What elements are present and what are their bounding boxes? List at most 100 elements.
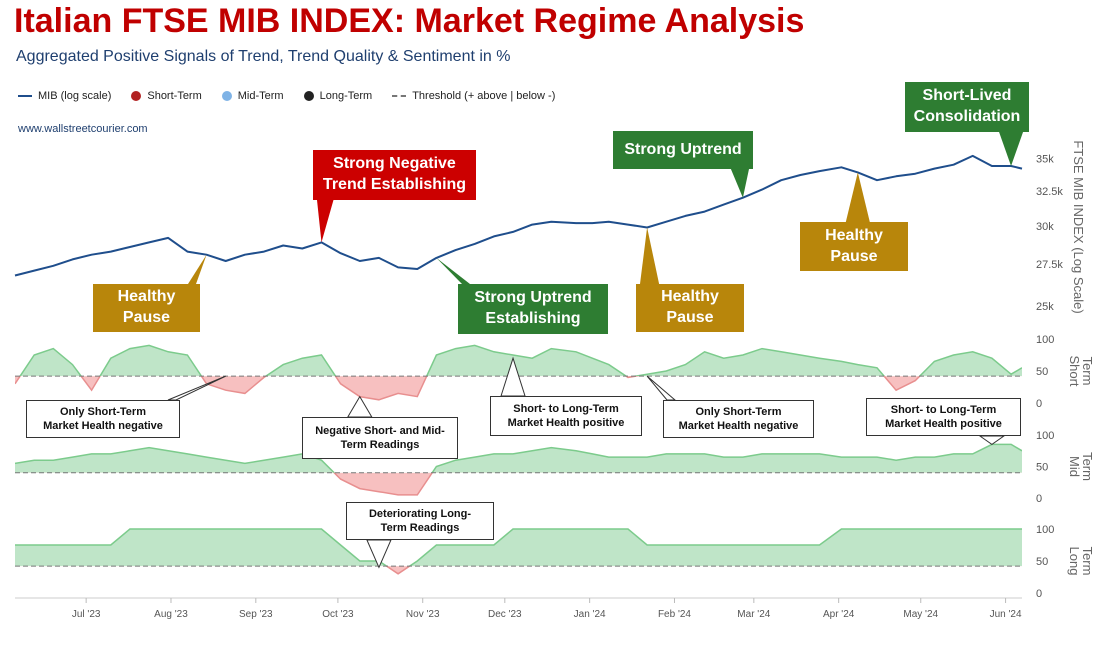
callout-text: Short-Lived — [922, 87, 1012, 105]
callout-text: Healthy — [661, 288, 719, 306]
note-pointer — [978, 435, 1006, 446]
x-tick-label: Nov '23 — [406, 609, 440, 620]
callout-healthy-pause-3: Healthy Pause — [800, 222, 908, 271]
price-tick-label: 32.5k — [1036, 186, 1063, 198]
price-tick-label: 27.5k — [1036, 259, 1063, 271]
note-text: Market Health positive — [507, 417, 625, 429]
note-note-neg-short-mid: Negative Short- and Mid- Term Readings — [302, 417, 458, 459]
dash-icon — [392, 95, 407, 97]
website-label: www.wallstreetcourier.com — [18, 123, 148, 135]
x-tick-label: Feb '24 — [658, 609, 691, 620]
callout-pointer — [436, 257, 470, 284]
note-text: Term Readings — [380, 522, 460, 534]
legend-label: Long-Term — [319, 90, 373, 102]
short-term-positive-area — [15, 345, 1022, 377]
callout-text: Trend Establishing — [322, 176, 467, 193]
mid-term-positive-area — [15, 444, 1022, 473]
short-term-tick-label: 0 — [1036, 398, 1042, 410]
note-pointer — [346, 395, 373, 418]
note-text: Market Health negative — [43, 420, 163, 432]
long-term-positive-area — [15, 529, 1022, 567]
callout-text: Pause — [666, 309, 714, 326]
mid-term-tick-label: 0 — [1036, 493, 1042, 505]
callout-pointer — [317, 200, 334, 243]
long-term-tick-label: 0 — [1036, 588, 1042, 600]
note-text: Deteriorating Long- — [368, 507, 472, 520]
legend: MIB (log scale) Short-Term Mid-Term Long… — [18, 90, 575, 102]
note-pointer — [646, 375, 677, 401]
legend-item-short-term[interactable]: Short-Term — [131, 90, 202, 102]
long-term-axis-label: Long — [1067, 547, 1082, 576]
long-term-negative-area — [386, 566, 410, 574]
note-text: Short- to Long-Term — [890, 403, 997, 416]
x-tick-label: Apr '24 — [823, 609, 855, 620]
callout-short-lived: Short-Lived Consolidation — [905, 82, 1029, 132]
dot-icon — [221, 91, 232, 101]
x-tick-label: Mar '24 — [737, 609, 770, 620]
callout-text: Healthy — [117, 288, 176, 306]
short-term-tick-label: 50 — [1036, 366, 1048, 378]
legend-item-long-term[interactable]: Long-Term — [303, 90, 373, 102]
short-term-axis-label-2: Term — [1080, 357, 1095, 386]
short-term-axis-label: Short — [1067, 355, 1082, 386]
mib-price-line — [14, 154, 1023, 277]
short-term-signal-line — [19, 344, 1022, 377]
note-text: Term Readings — [340, 439, 420, 451]
price-axis-label: FTSE MIB INDEX (Log Scale) — [1071, 140, 1086, 313]
x-tick-label: Aug '23 — [154, 609, 188, 620]
mid-term-signal-line — [15, 443, 1022, 473]
note-text: Only Short-Term — [695, 405, 782, 418]
callout-pointer — [999, 132, 1024, 166]
dot-icon — [303, 91, 314, 101]
line-icon — [18, 95, 32, 97]
callout-healthy-pause-1: Healthy Pause — [93, 284, 200, 332]
note-text: Market Health negative — [678, 420, 799, 432]
x-tick-label: Sep '23 — [239, 609, 273, 620]
long-term-tick-label: 100 — [1036, 524, 1054, 536]
dot-icon — [131, 91, 142, 101]
mid-term-tick-label: 100 — [1036, 430, 1054, 442]
callout-pointer — [188, 254, 207, 284]
mid-term-tick-label: 50 — [1036, 462, 1048, 474]
x-tick-label: Jan '24 — [574, 609, 606, 620]
legend-item-mid-term[interactable]: Mid-Term — [221, 90, 284, 102]
callout-text: Healthy — [825, 226, 883, 244]
legend-item-mib[interactable]: MIB (log scale) — [18, 90, 111, 102]
callout-text: Strong Negative — [333, 155, 456, 173]
callout-strong-negative: Strong Negative Trend Establishing — [313, 150, 476, 200]
legend-label: Threshold (+ above | below -) — [412, 90, 556, 102]
note-pointer — [366, 539, 392, 569]
callout-strong-uptrend-est: Strong Uptrend Establishing — [458, 284, 608, 334]
callout-pointer — [640, 227, 660, 284]
callout-text: Strong Uptrend — [474, 289, 592, 307]
price-tick-label: 25k — [1036, 301, 1054, 313]
callout-text: Establishing — [485, 310, 581, 327]
callout-pointer — [845, 172, 870, 222]
x-tick-label: May '24 — [903, 609, 938, 620]
callout-text: Consolidation — [913, 108, 1021, 125]
note-text: Market Health positive — [885, 418, 1002, 430]
short-term-negative-area — [15, 376, 920, 400]
price-tick-label: 35k — [1036, 153, 1054, 165]
chart-title: Italian FTSE MIB INDEX: Market Regime An… — [14, 2, 805, 40]
legend-item-threshold[interactable]: Threshold (+ above | below -) — [392, 90, 555, 102]
callout-text: Pause — [122, 309, 171, 326]
legend-label: Mid-Term — [237, 90, 284, 102]
x-tick-label: Jun '24 — [990, 609, 1022, 620]
x-tick-label: Oct '23 — [322, 609, 354, 620]
chart-subtitle: Aggregated Positive Signals of Trend, Tr… — [16, 48, 511, 65]
note-note-short-long-pos-1: Short- to Long-Term Market Health positiv… — [490, 396, 642, 436]
note-text: Negative Short- and Mid- — [315, 424, 445, 437]
callout-text: Strong Uptrend — [624, 140, 742, 158]
long-term-tick-label: 50 — [1036, 556, 1048, 568]
x-tick-label: Dec '23 — [488, 609, 522, 620]
long-term-signal-line — [15, 528, 1022, 567]
price-tick-label: 30k — [1036, 221, 1054, 233]
callout-strong-uptrend: Strong Uptrend — [613, 131, 753, 169]
note-note-deteriorating: Deteriorating Long- Term Readings — [346, 502, 494, 540]
note-text: Only Short-Term — [60, 405, 146, 418]
short-term-tick-label: 100 — [1036, 334, 1054, 346]
note-note-short-negative-2: Only Short-Term Market Health negative — [663, 400, 814, 438]
callout-pointer — [730, 169, 749, 198]
callout-text: Pause — [830, 247, 878, 265]
